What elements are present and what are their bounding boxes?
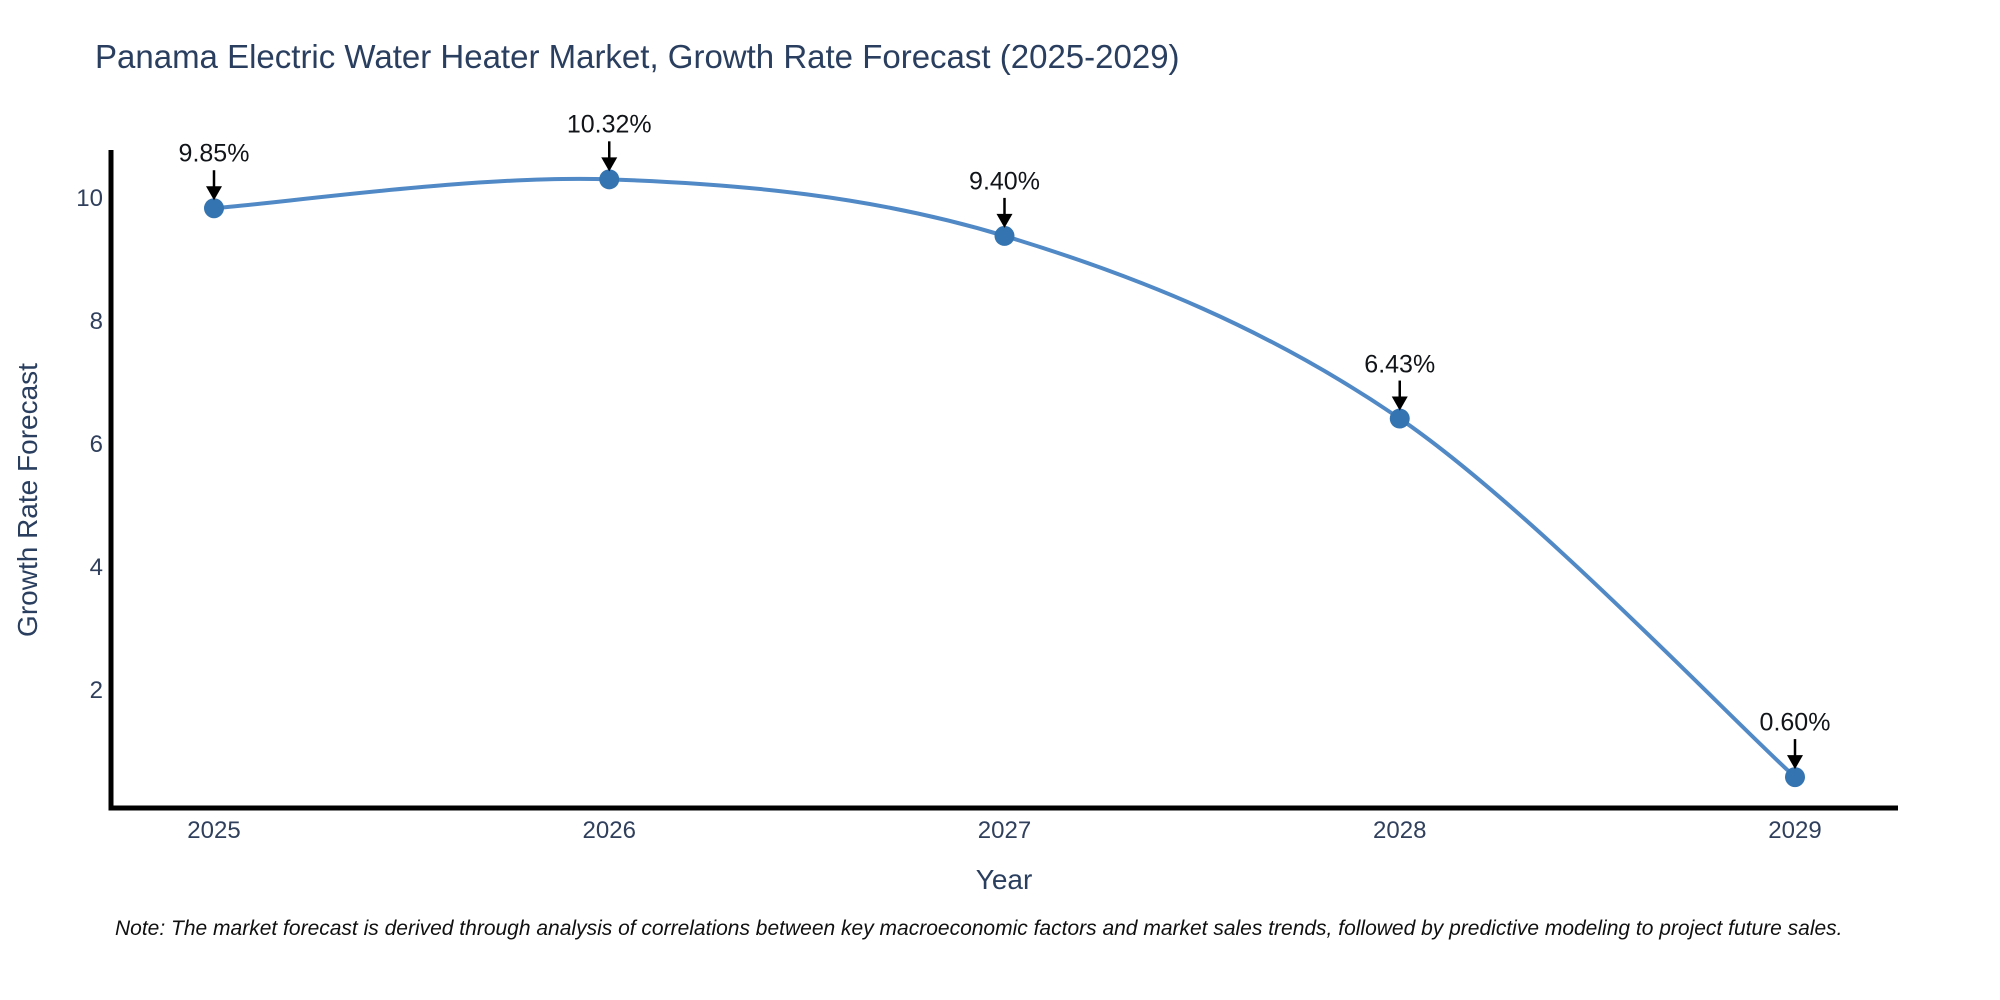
annotation-arrowhead-icon — [1787, 755, 1803, 770]
y-tick-label-2: 2 — [89, 677, 103, 704]
trend-line — [212, 176, 1797, 780]
annotation-arrowhead-icon — [1391, 396, 1408, 411]
y-tick-label-8: 8 — [89, 308, 103, 335]
chart-title: Panama Electric Water Heater Market, Gro… — [95, 38, 1180, 75]
data-point-2029[interactable] — [1785, 767, 1805, 788]
y-tick-label-6: 6 — [89, 431, 103, 458]
data-point-2025[interactable] — [204, 198, 224, 219]
y-tick-label-4: 4 — [89, 554, 103, 581]
y-axis-title: Growth Rate Forecast — [12, 363, 43, 637]
data-point-label-2026: 10.32% — [566, 110, 652, 139]
footnote-text: Note: The market forecast is derived thr… — [115, 917, 1843, 940]
data-point-2027[interactable] — [994, 225, 1015, 246]
x-tick-label-2028: 2028 — [1373, 817, 1427, 844]
annotation-arrowhead-icon — [601, 157, 618, 172]
x-tick-label-2029: 2029 — [1768, 817, 1822, 844]
annotation-arrowhead-icon — [206, 186, 222, 201]
data-point-label-2027: 9.40% — [969, 167, 1040, 196]
data-point-2026[interactable] — [599, 169, 620, 190]
y-tick-label-10: 10 — [76, 185, 103, 212]
annotation-arrowhead-icon — [996, 213, 1013, 228]
data-point-label-2029: 0.60% — [1759, 708, 1831, 737]
x-tick-label-2025: 2025 — [187, 817, 241, 844]
x-tick-label-2027: 2027 — [977, 817, 1032, 844]
x-tick-label-2026: 2026 — [582, 817, 636, 844]
data-point-label-2028: 6.43% — [1364, 350, 1436, 379]
data-point-label-2025: 9.85% — [178, 139, 250, 168]
x-axis-title: Year — [975, 864, 1033, 895]
data-point-2028[interactable] — [1389, 408, 1410, 429]
